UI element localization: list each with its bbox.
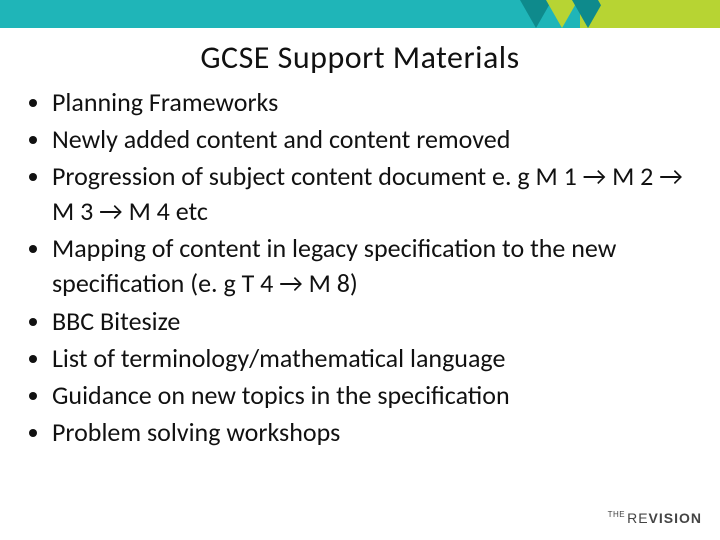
- bullet-item: BBC Bitesize: [52, 304, 690, 339]
- bullet-item: Progression of subject content document …: [52, 159, 690, 229]
- logo-part2: VISION: [649, 510, 702, 526]
- logo-part1: RE: [627, 510, 648, 526]
- bullet-item: Newly added content and content removed: [52, 122, 690, 157]
- footer-logo: THEREVISION: [608, 510, 702, 526]
- header-chevrons: [526, 0, 630, 28]
- header-bar: [0, 0, 720, 28]
- logo-prefix: THE: [608, 510, 626, 519]
- bullet-item: List of terminology/mathematical languag…: [52, 341, 690, 376]
- bullet-item: Mapping of content in legacy specificati…: [52, 231, 690, 301]
- chevron-icon: [598, 0, 630, 28]
- bullet-item: Guidance on new topics in the specificat…: [52, 378, 690, 413]
- bullet-item: Planning Frameworks: [52, 85, 690, 120]
- bullet-list: Planning Frameworks Newly added content …: [26, 85, 720, 450]
- bullet-item: Problem solving workshops: [52, 415, 690, 450]
- slide-title: GCSE Support Materials: [0, 38, 720, 77]
